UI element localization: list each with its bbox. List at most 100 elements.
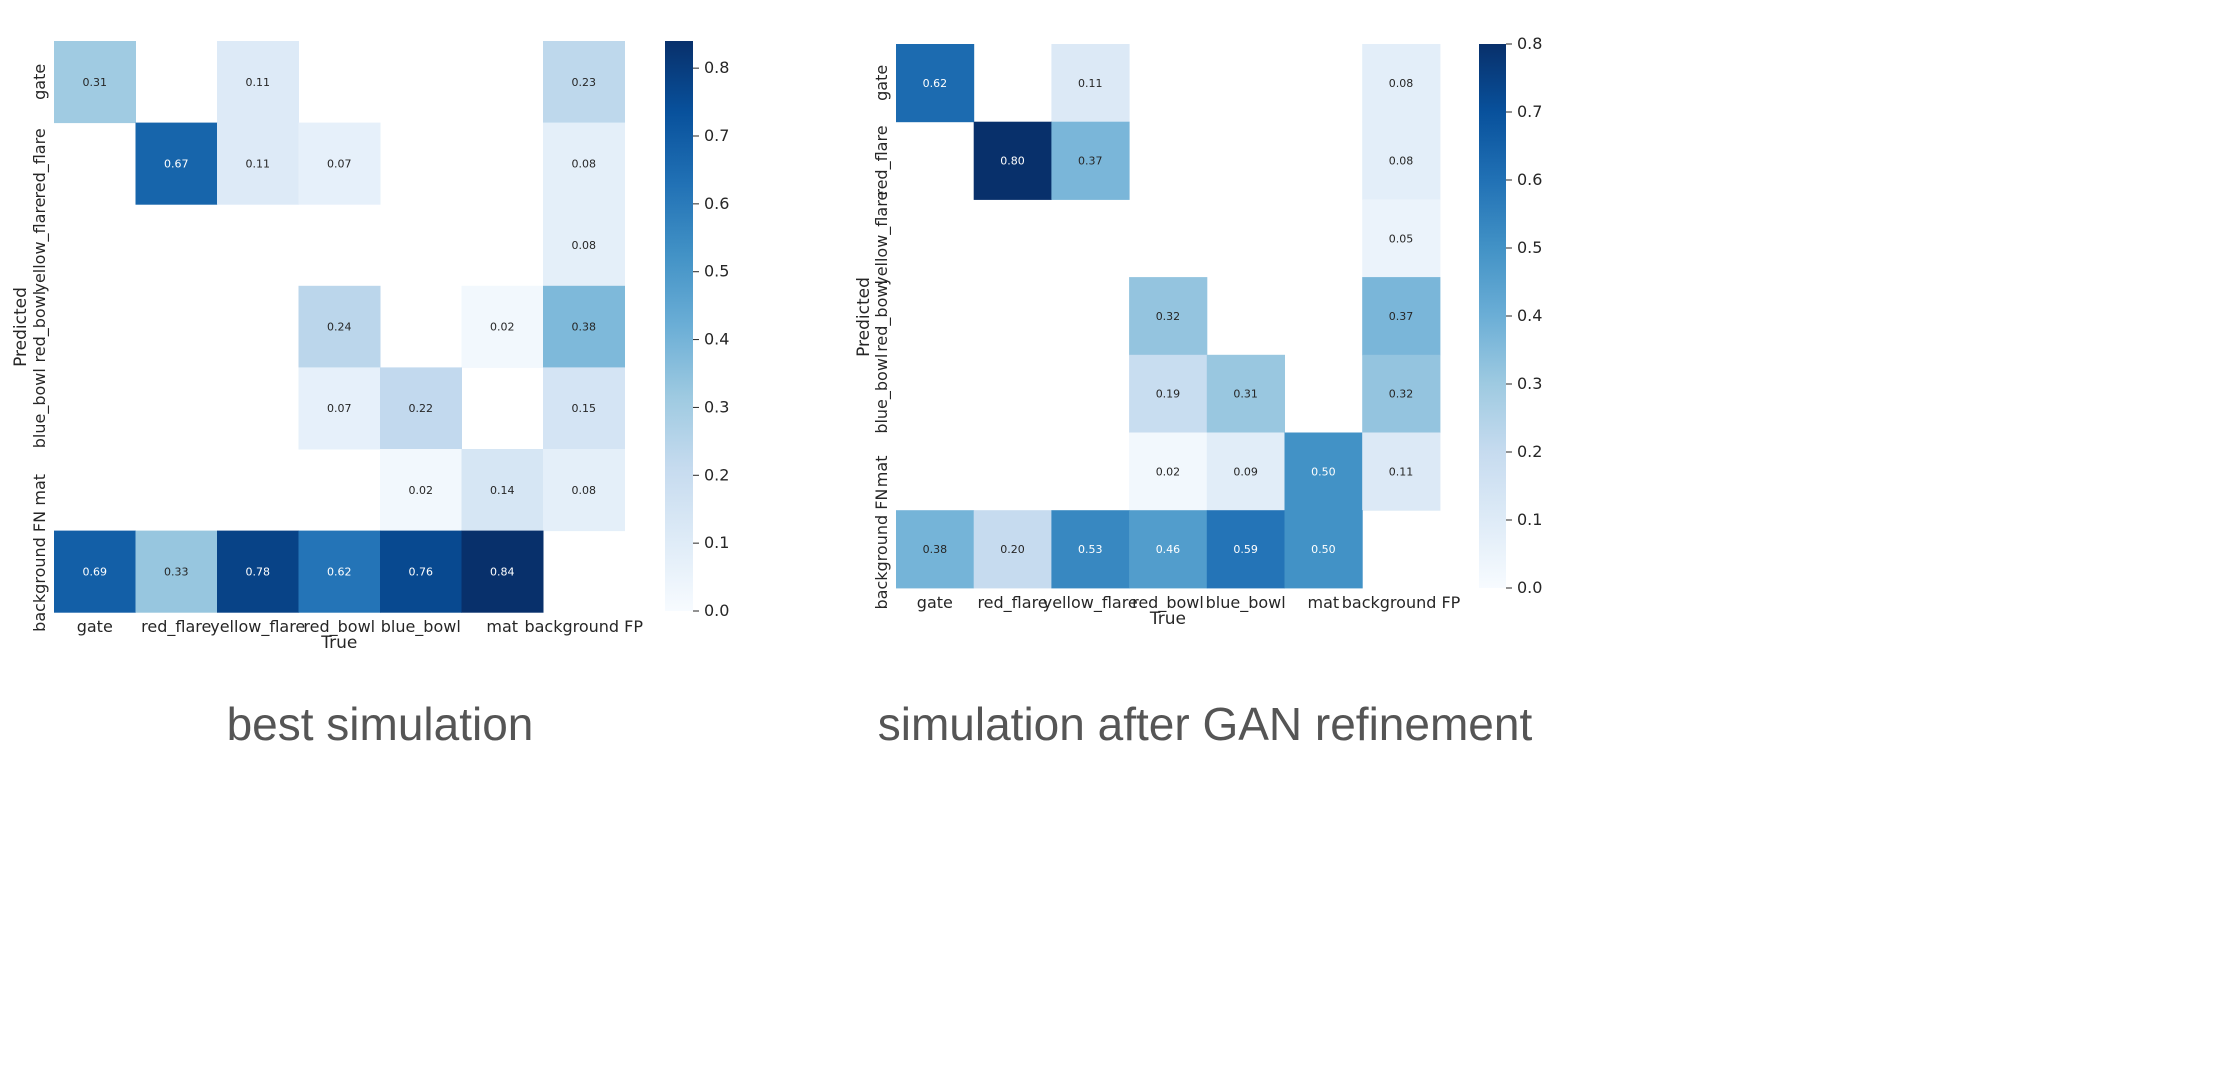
heatmap-cell: [973, 121, 1052, 200]
y-tick-label: mat: [872, 456, 891, 488]
cell-value-label: 0.07: [327, 402, 352, 415]
heatmap-cell: [973, 510, 1052, 589]
y-tick-label: mat: [30, 474, 49, 506]
heatmap-cell: [380, 530, 462, 613]
colorbar-tick-label: 0.7: [1517, 102, 1542, 121]
heatmap-cell: [1362, 432, 1441, 511]
cell-value-label: 0.78: [246, 565, 271, 578]
cell-value-label: 0.62: [923, 77, 948, 90]
colorbar-tick-label: 0.5: [704, 262, 729, 281]
cell-value-label: 0.08: [572, 484, 597, 497]
heatmap-cell: [380, 367, 462, 450]
cell-value-label: 0.02: [490, 321, 515, 334]
cell-value-label: 0.31: [83, 76, 108, 89]
cell-value-label: 0.23: [572, 76, 597, 89]
cell-value-label: 0.46: [1156, 543, 1181, 556]
cell-value-label: 0.59: [1233, 543, 1258, 556]
heatmap-cell: [1206, 432, 1285, 511]
heatmap-cell: [1129, 277, 1208, 356]
cell-value-label: 0.76: [409, 565, 434, 578]
heatmap-cell: [54, 41, 136, 124]
x-tick-label: mat: [486, 617, 518, 636]
cell-value-label: 0.19: [1156, 388, 1181, 401]
heatmap-cell: [543, 204, 625, 287]
cell-value-label: 0.22: [409, 402, 434, 415]
colorbar-tick-label: 0.6: [1517, 170, 1542, 189]
heatmap-cell: [298, 285, 381, 368]
colorbar-tick-label: 0.5: [1517, 238, 1542, 257]
heatmap-cell: [217, 530, 299, 613]
cell-value-label: 0.05: [1389, 232, 1414, 245]
heatmap-cell: [54, 530, 136, 613]
cell-value-label: 0.20: [1000, 543, 1025, 556]
cell-value-label: 0.07: [327, 157, 352, 170]
heatmap-cell: [543, 367, 625, 450]
heatmap-cell: [1206, 354, 1285, 433]
heatmap-cell: [298, 122, 381, 205]
chart-caption: simulation after GAN refinement: [878, 698, 1533, 750]
x-tick-label: yellow_flare: [210, 617, 305, 637]
x-tick-label: background FP: [524, 617, 643, 636]
cell-value-label: 0.08: [572, 157, 597, 170]
heatmap-cell: [461, 449, 544, 532]
x-tick-label: yellow_flare: [1043, 593, 1138, 613]
x-tick-label: gate: [77, 617, 113, 636]
heatmap-cell: [1362, 121, 1441, 200]
x-tick-label: blue_bowl: [1206, 593, 1286, 613]
x-tick-label: red_flare: [141, 617, 211, 637]
heatmap-cell: [1284, 432, 1363, 511]
cell-value-label: 0.38: [572, 321, 597, 334]
confusion-matrix-gan-refinement: 0.62 0.11 0.08 0.80 0.37 0.08 0.05 0.32 0.37 0.19…: [854, 34, 1542, 750]
cell-value-label: 0.08: [1389, 155, 1414, 168]
y-tick-label: background FN: [872, 489, 891, 610]
colorbar-tick-label: 0.3: [704, 397, 729, 416]
cell-value-label: 0.38: [923, 543, 948, 556]
heatmap-cell: [461, 530, 544, 613]
colorbar-tick-label: 0.0: [704, 601, 729, 620]
colorbar-tick-label: 0.8: [1517, 34, 1542, 53]
x-axis-label: True: [320, 633, 357, 653]
cell-value-label: 0.62: [327, 565, 352, 578]
heatmap-cell: [1051, 44, 1130, 123]
y-tick-label: gate: [30, 64, 49, 100]
heatmap-cell: [298, 530, 381, 613]
heatmap-cell: [217, 122, 299, 205]
heatmap-cell: [1362, 277, 1441, 356]
cell-value-label: 0.37: [1078, 155, 1103, 168]
cell-value-label: 0.11: [1389, 465, 1414, 478]
y-tick-label: red_flare: [30, 128, 50, 198]
colorbar: [1479, 44, 1506, 588]
cell-value-label: 0.37: [1389, 310, 1414, 323]
y-tick-label: red_bowl: [872, 280, 892, 352]
cell-value-label: 0.53: [1078, 543, 1103, 556]
y-tick-label: blue_bowl: [872, 354, 892, 434]
confusion-matrix-best-simulation: 0.31 0.11 0.23 0.67 0.11 0.07 0.08 0.08 0.24 0.02…: [11, 41, 729, 750]
cell-value-label: 0.14: [490, 484, 515, 497]
cell-value-label: 0.69: [83, 565, 108, 578]
cell-value-label: 0.80: [1000, 155, 1025, 168]
heatmap-cell: [380, 449, 462, 532]
cell-value-label: 0.33: [164, 565, 189, 578]
heatmap-cell: [543, 449, 625, 532]
heatmap-cell: [461, 285, 544, 368]
cell-value-label: 0.08: [1389, 77, 1414, 90]
colorbar-tick-label: 0.2: [704, 465, 729, 484]
heatmap-cell: [1051, 121, 1130, 200]
heatmap-cell: [543, 41, 625, 124]
y-tick-label: red_flare: [872, 125, 892, 195]
cell-value-label: 0.50: [1311, 543, 1336, 556]
heatmap-cell: [135, 122, 218, 205]
y-tick-label: blue_bowl: [30, 368, 50, 448]
y-axis-label: Predicted: [11, 287, 31, 367]
y-axis-label: Predicted: [854, 277, 874, 357]
colorbar-tick-label: 0.1: [704, 533, 729, 552]
x-tick-label: blue_bowl: [381, 617, 461, 637]
heatmap-cell: [896, 510, 975, 589]
cell-value-label: 0.11: [1078, 77, 1103, 90]
colorbar: [665, 41, 693, 611]
heatmap-cell: [298, 367, 381, 450]
x-tick-label: red_bowl: [303, 617, 375, 637]
heatmap-cell: [1362, 354, 1441, 433]
x-tick-label: background FP: [1342, 593, 1461, 612]
